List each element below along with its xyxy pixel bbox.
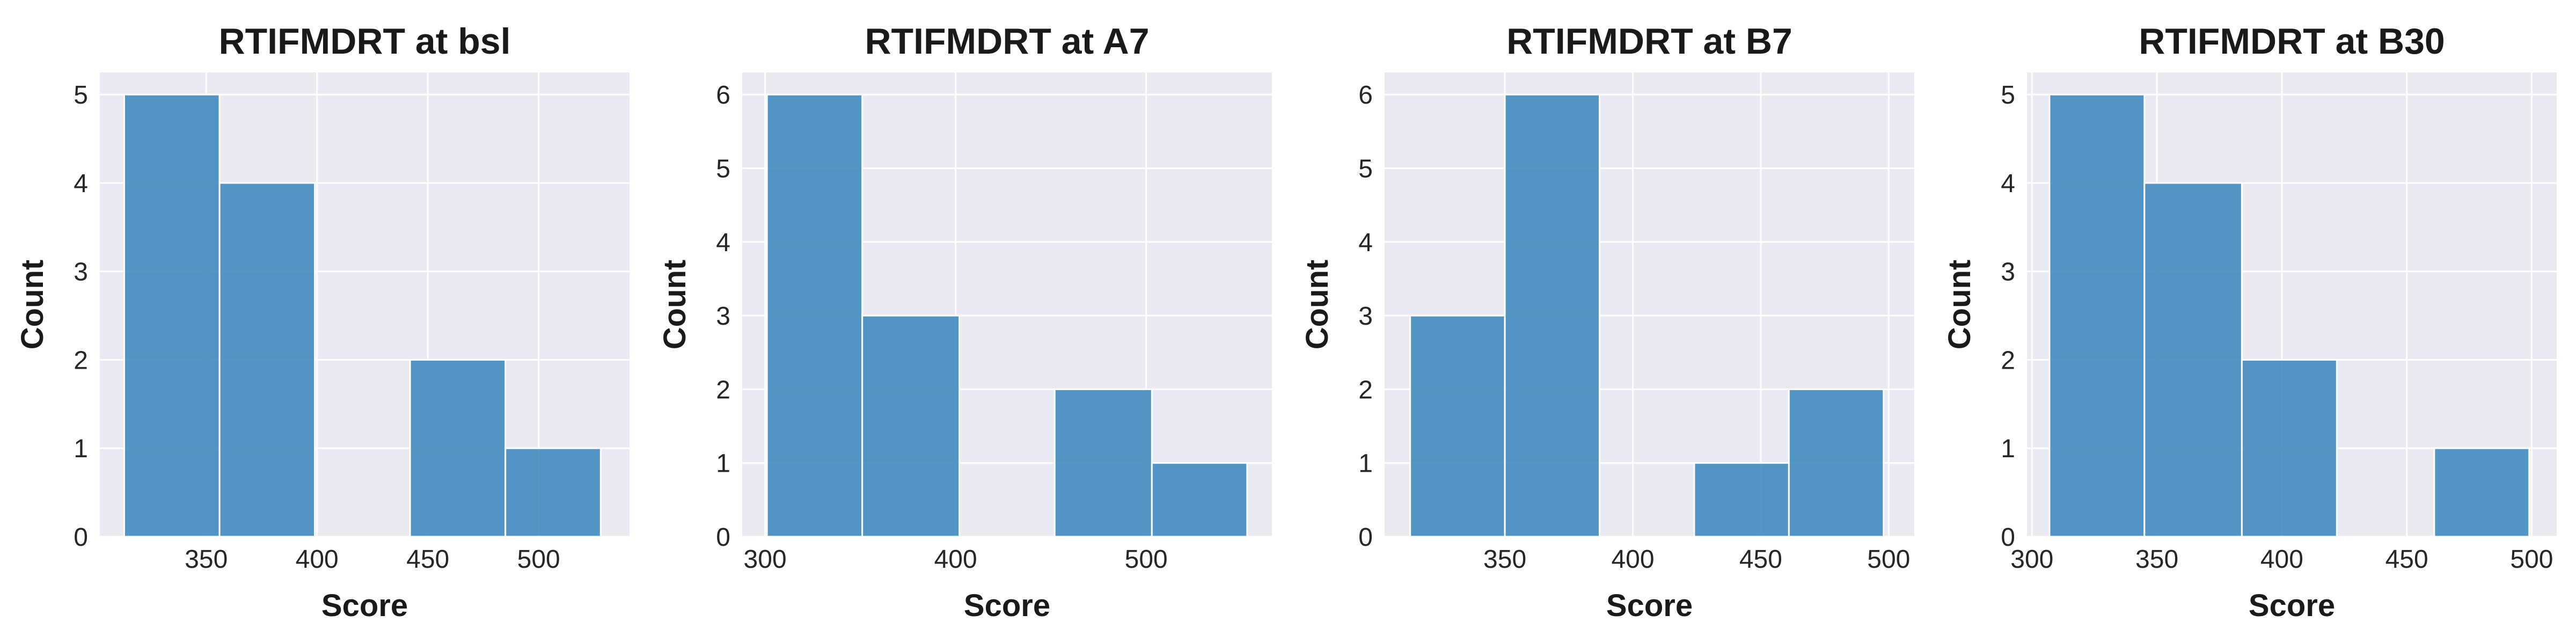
y-tick-label: 2: [716, 376, 730, 404]
x-tick-label: 350: [185, 545, 228, 574]
histogram-bar: [2433, 447, 2530, 538]
y-tick-label: 5: [716, 155, 730, 183]
x-tick-label: 400: [1611, 545, 1654, 574]
x-tick-label: 400: [2260, 545, 2303, 574]
histogram-bars: [123, 93, 602, 538]
x-axis-label: Score: [321, 588, 408, 623]
x-tick-label: 300: [2010, 545, 2053, 574]
x-axis-label: Score: [2249, 588, 2335, 623]
y-tick-label: 6: [1358, 81, 1373, 109]
y-tick-label: 2: [1358, 376, 1373, 404]
histogram-bar: [1693, 462, 1790, 538]
y-tick-label: 1: [1358, 450, 1373, 478]
chart-panel-1: 350 400 450 500 0 1 2 3 4 5 RTIFMDRT at bsl Score Co…: [15, 21, 630, 623]
y-tick-label: 1: [2001, 435, 2015, 463]
x-tick-label: 450: [406, 545, 449, 574]
y-tick-label: 5: [2001, 81, 2015, 109]
x-tick-label: 500: [517, 545, 560, 574]
y-tick-label: 3: [1358, 302, 1373, 331]
histogram-bar: [1151, 462, 1248, 538]
histogram-bars: [766, 93, 1248, 538]
y-tick-label: 0: [2001, 523, 2015, 552]
y-tick-label: 3: [716, 302, 730, 331]
y-tick-label: 3: [74, 258, 88, 287]
histogram-bar: [409, 358, 507, 538]
y-tick-label: 4: [716, 229, 730, 257]
histogram-bar: [2048, 93, 2146, 538]
y-tick-label: 5: [74, 81, 88, 109]
x-tick-label: 500: [1867, 545, 1910, 574]
histogram-bar: [1504, 93, 1601, 538]
y-tick-label: 2: [2001, 346, 2015, 375]
x-axis-label: Score: [964, 588, 1050, 623]
y-tick-label: 3: [2001, 258, 2015, 287]
chart-panel-3: 350 400 450 500 0 1 2 3 4 5 6 RTIFMDRT at B7 Score Co…: [1300, 21, 1914, 623]
histogram-bars: [2048, 93, 2530, 538]
x-tick-label: 500: [2510, 545, 2553, 574]
chart-title: RTIFMDRT at bsl: [219, 21, 511, 62]
y-tick-label: 4: [1358, 229, 1373, 257]
y-tick-label: 5: [1358, 155, 1373, 183]
y-tick-label: 0: [1358, 523, 1373, 552]
x-tick-label: 400: [296, 545, 339, 574]
histogram-bar: [2143, 182, 2243, 538]
y-tick-label: 0: [716, 523, 730, 552]
y-tick-label: 6: [716, 81, 730, 109]
y-tick-label: 1: [716, 450, 730, 478]
x-tick-label: 450: [1739, 545, 1782, 574]
histogram-bar: [1409, 314, 1506, 538]
histogram-bar: [766, 93, 863, 538]
x-tick-label: 450: [2385, 545, 2428, 574]
histogram-bar: [218, 182, 316, 538]
histogram-bar: [504, 447, 602, 538]
x-tick-label: 500: [1125, 545, 1168, 574]
histogram-bars: [1409, 93, 1885, 538]
histogram-bar: [861, 314, 961, 538]
y-tick-label: 2: [74, 346, 88, 375]
histogram-bar: [2241, 358, 2338, 538]
x-axis-label: Score: [1606, 588, 1693, 623]
x-tick-label: 350: [2135, 545, 2178, 574]
y-axis-label: Count: [1300, 260, 1335, 350]
y-axis-label: Count: [657, 260, 692, 350]
chart-title: RTIFMDRT at B30: [2139, 21, 2445, 62]
chart-title: RTIFMDRT at B7: [1506, 21, 1792, 62]
chart-title: RTIFMDRT at A7: [865, 21, 1149, 62]
y-tick-label: 1: [74, 435, 88, 463]
chart-panel-4: 300 350 400 450 500 0 1 2 3 4 5 RTIFMDRT at B30 Scor…: [1942, 21, 2557, 623]
x-tick-label: 400: [934, 545, 977, 574]
y-axis-label: Count: [1942, 260, 1977, 350]
chart-panel-2: 300 400 500 0 1 2 3 4 5 6 RTIFMDRT at A7 Score Count: [657, 21, 1272, 623]
histogram-bar: [123, 93, 221, 538]
x-tick-label: 350: [1483, 545, 1526, 574]
x-tick-label: 300: [744, 545, 787, 574]
y-tick-label: 4: [2001, 170, 2015, 198]
y-tick-label: 4: [74, 170, 88, 198]
y-axis-label: Count: [15, 260, 50, 350]
y-tick-label: 0: [74, 523, 88, 552]
histogram-bar: [1053, 388, 1153, 538]
histogram-bar: [1788, 388, 1885, 538]
